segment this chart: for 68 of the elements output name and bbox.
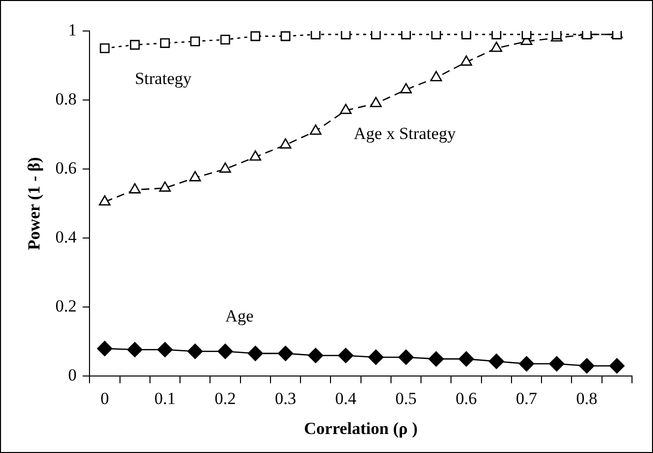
x-tick-label: 0.6	[456, 388, 477, 408]
point	[129, 183, 141, 194]
point	[278, 346, 294, 362]
point	[579, 358, 594, 374]
point	[250, 150, 262, 161]
y-tick-label: 0	[68, 366, 77, 385]
point	[97, 340, 112, 356]
point	[187, 344, 203, 359]
point	[458, 351, 474, 367]
y-tick-label: 1	[68, 20, 77, 40]
point	[310, 31, 321, 40]
point	[340, 104, 352, 114]
point	[280, 138, 292, 149]
point	[340, 31, 351, 40]
point	[100, 43, 110, 54]
y-tick-label: 0.4	[55, 228, 78, 247]
y-tick-label: 0.2	[55, 296, 77, 316]
point	[160, 38, 170, 48]
point	[98, 195, 111, 206]
point	[338, 348, 354, 364]
point	[460, 55, 472, 66]
point	[431, 31, 442, 40]
point	[370, 96, 382, 108]
point	[371, 31, 381, 40]
point	[248, 346, 264, 362]
point	[522, 31, 532, 40]
point	[189, 171, 201, 182]
x-tick-label: 0.7	[516, 388, 538, 408]
x-tick-label: 0.8	[576, 388, 598, 408]
point	[157, 342, 173, 358]
point	[428, 351, 444, 367]
point	[219, 162, 232, 173]
point	[430, 70, 442, 82]
series-label: Age x Strategy	[354, 124, 456, 144]
point	[401, 31, 411, 40]
series-label: Strategy	[134, 68, 192, 88]
point	[190, 36, 200, 46]
x-tick-label: 0.2	[214, 388, 236, 408]
point	[609, 358, 625, 374]
point	[461, 31, 472, 40]
x-tick-label: 0.4	[335, 388, 357, 408]
y-axis-title: Power (1 - β)	[24, 157, 44, 250]
point	[220, 34, 230, 45]
y-tick-label: 0.6	[55, 158, 77, 178]
point	[218, 344, 233, 359]
point	[400, 83, 412, 94]
point	[308, 348, 324, 364]
x-tick-label: 0.3	[274, 388, 296, 408]
point	[518, 356, 534, 372]
point	[280, 31, 290, 42]
point	[159, 181, 171, 192]
point	[130, 40, 140, 50]
point	[127, 342, 142, 358]
series-label: Age	[225, 306, 254, 326]
point	[488, 354, 504, 370]
x-tick-label: 0.1	[154, 388, 176, 408]
point	[549, 356, 564, 372]
y-tick-label: 0.8	[55, 90, 77, 109]
point	[368, 350, 384, 365]
point	[492, 31, 502, 40]
point	[250, 31, 260, 42]
x-axis-title: Correlation (ρ )	[304, 419, 418, 438]
x-tick-label: 0	[100, 388, 109, 408]
point	[310, 124, 322, 135]
point	[490, 42, 502, 52]
point	[398, 350, 414, 365]
point	[552, 31, 562, 40]
x-tick-label: 0.5	[395, 388, 417, 408]
